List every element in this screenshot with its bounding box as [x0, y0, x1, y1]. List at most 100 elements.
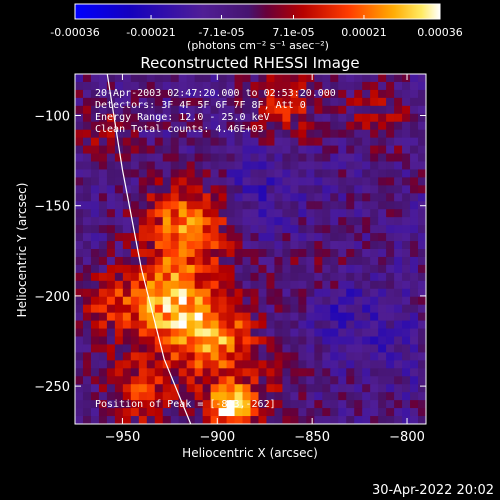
heatmap-cell: [306, 352, 315, 361]
heatmap-cell: [178, 384, 188, 393]
heatmap-cell: [370, 177, 379, 186]
heatmap-cell: [370, 169, 379, 178]
heatmap-cell: [378, 225, 387, 234]
heatmap-cell: [218, 225, 228, 234]
heatmap-cell: [418, 137, 426, 147]
heatmap-cell: [234, 89, 244, 99]
heatmap-cell: [370, 185, 379, 194]
heatmap-cell: [114, 376, 124, 385]
heatmap-cell: [298, 320, 307, 330]
heatmap-cell: [178, 376, 188, 385]
heatmap-cell: [314, 264, 323, 274]
heatmap-cell: [282, 392, 291, 401]
heatmap-cell: [402, 233, 411, 242]
heatmap-cell: [290, 400, 299, 409]
heatmap-cell: [306, 74, 315, 83]
heatmap-cell: [266, 74, 276, 83]
heatmap-cell: [170, 105, 180, 115]
heatmap-cell: [75, 416, 84, 424]
heatmap-cell: [90, 97, 100, 107]
heatmap-cell: [362, 145, 371, 155]
heatmap-cell: [250, 280, 260, 290]
heatmap-cell: [322, 328, 331, 338]
heatmap-cell: [258, 312, 268, 322]
heatmap-cell: [130, 400, 140, 409]
heatmap-cell: [298, 225, 307, 234]
heatmap-cell: [210, 97, 220, 107]
heatmap-cell: [290, 241, 299, 250]
heatmap-cell: [202, 97, 212, 107]
heatmap-cell: [218, 280, 228, 290]
heatmap-cell: [386, 312, 395, 322]
heatmap-cell: [130, 408, 140, 417]
heatmap-cell: [234, 161, 244, 171]
heatmap-cell: [250, 89, 260, 99]
heatmap-cell: [290, 121, 299, 131]
heatmap-cell: [266, 161, 276, 171]
heatmap-cell: [354, 392, 363, 401]
heatmap-cell: [130, 320, 140, 330]
heatmap-cell: [226, 312, 236, 322]
heatmap-cell: [258, 328, 268, 338]
heatmap-cell: [386, 225, 395, 234]
heatmap-cell: [106, 113, 116, 123]
heatmap-cell: [290, 288, 299, 298]
heatmap-cell: [106, 288, 116, 298]
heatmap-cell: [138, 360, 148, 369]
heatmap-cell: [306, 105, 315, 115]
heatmap-cell: [274, 145, 284, 155]
heatmap-cell: [322, 113, 331, 123]
heatmap-cell: [250, 233, 260, 242]
heatmap-cell: [138, 336, 148, 346]
heatmap-cell: [290, 113, 299, 123]
heatmap-cell: [314, 304, 323, 314]
heatmap-cell: [75, 328, 84, 338]
heatmap-cell: [106, 137, 116, 147]
heatmap-cell: [282, 225, 291, 234]
heatmap-cell: [394, 89, 403, 99]
heatmap-cell: [394, 400, 403, 409]
heatmap-cell: [282, 312, 291, 322]
heatmap-cell: [338, 145, 347, 155]
heatmap-cell: [410, 217, 419, 226]
heatmap-cell: [298, 74, 307, 83]
heatmap-cell: [178, 241, 188, 250]
heatmap-cell: [266, 241, 276, 250]
heatmap-cell: [186, 360, 196, 369]
heatmap-cell: [122, 376, 132, 385]
heatmap-cell: [394, 320, 403, 330]
heatmap-cell: [122, 249, 132, 258]
heatmap-cell: [114, 256, 124, 266]
heatmap-cell: [98, 145, 108, 155]
heatmap-cell: [90, 233, 100, 242]
heatmap-cell: [386, 169, 395, 178]
heatmap-cell: [330, 304, 339, 314]
heatmap-cell: [418, 320, 426, 330]
heatmap-cell: [402, 97, 411, 107]
heatmap-cell: [258, 233, 268, 242]
heatmap-cell: [314, 129, 323, 139]
heatmap-cell: [402, 74, 411, 83]
heatmap-cell: [186, 121, 196, 131]
heatmap-cell: [394, 177, 403, 186]
heatmap-cell: [234, 145, 244, 155]
heatmap-cell: [75, 137, 84, 147]
heatmap-cell: [226, 408, 236, 417]
heatmap-cell: [370, 193, 379, 202]
heatmap-cell: [338, 416, 347, 424]
heatmap-cell: [330, 161, 339, 171]
heatmap-cell: [82, 408, 92, 417]
heatmap-cell: [394, 336, 403, 346]
heatmap-cell: [138, 416, 148, 424]
heatmap-cell: [98, 137, 108, 147]
heatmap-cell: [82, 81, 92, 91]
heatmap-cell: [394, 241, 403, 250]
heatmap-cell: [290, 296, 299, 306]
heatmap-cell: [170, 288, 180, 298]
heatmap-cell: [106, 304, 116, 314]
heatmap-cell: [258, 161, 268, 171]
heatmap-cell: [162, 225, 172, 234]
heatmap-cell: [354, 129, 363, 139]
heatmap-cell: [202, 304, 212, 314]
heatmap-cell: [258, 201, 268, 210]
